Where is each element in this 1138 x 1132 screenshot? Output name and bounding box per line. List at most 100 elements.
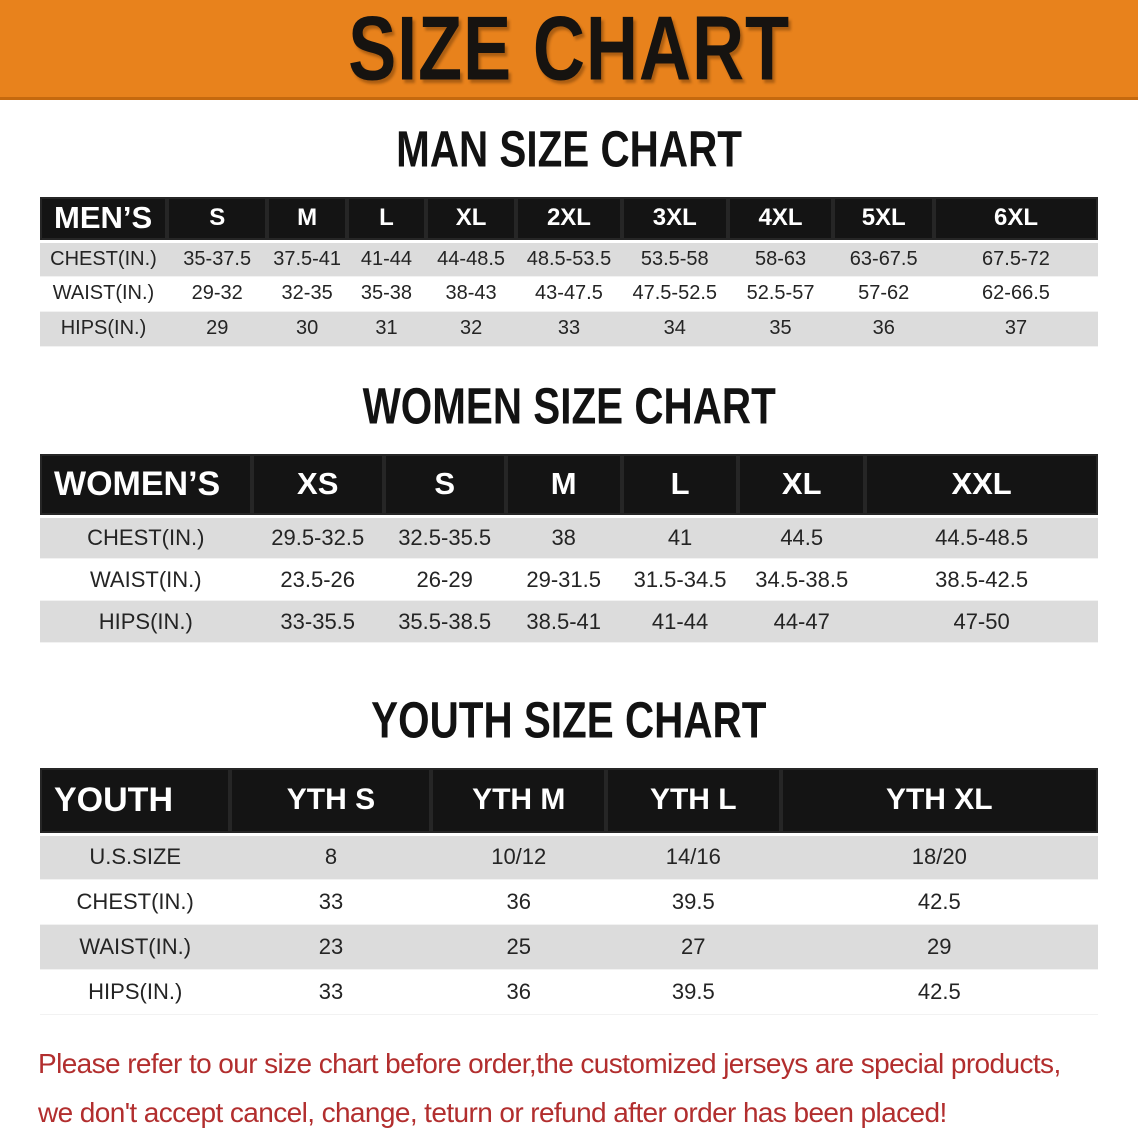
size-table-grid: YOUTH YTH S YTH M YTH L YTH XL U.S.SIZE 8 10/12… [40,768,1098,1015]
size-cell: 29.5-32.5 [271,525,365,550]
column-header: S [166,197,268,243]
size-cell: 35-38 [360,282,413,304]
size-cell: 25 [506,933,531,959]
size-cell: 48.5-53.5 [526,247,612,270]
column-header: YTH S [230,768,432,836]
row-label: CHEST(IN.) [87,525,205,550]
column-header: L [621,453,739,518]
size-table-grid: MEN’S S M L XL 2XL 3XL 4XL 5XL 6XL CHEST(IN.) 35-37… [40,197,1098,347]
table-row: WAIST(IN.) 23.5-26 26-29 29-31.5 31.5-34.5 34… [40,558,1098,601]
table-title: MEN’S [40,197,167,243]
size-cell: 38.5-42.5 [935,566,1029,592]
size-cell: 35 [769,317,792,339]
size-cell: 27 [681,933,706,959]
column-header: YTH M [431,768,607,836]
size-cell: 41-44 [360,247,413,270]
disclaimer-line-1: Please refer to our size chart before or… [38,1047,1061,1079]
size-cell: 39.5 [671,978,715,1004]
column-header: 5XL [833,197,934,243]
size-cell: 44-48.5 [437,247,506,270]
size-cell: 63-67.5 [849,247,918,270]
row-label: HIPS(IN.) [98,608,193,634]
size-cell: 26-29 [416,566,473,592]
size-cell: 33-35.5 [280,608,356,634]
size-cell: 58-63 [754,247,807,270]
size-cell: 57-62 [858,282,910,304]
size-cell: 41-44 [651,608,709,634]
column-header: XS [251,453,384,518]
size-cell: 38-43 [445,282,497,304]
size-cell: 10/12 [491,844,547,869]
size-cell: 23.5-26 [280,566,356,592]
column-header: M [505,453,622,518]
row-label: CHEST(IN.) [50,247,157,270]
mens-section-heading-text: MAN SIZE CHART [396,119,742,178]
table-row: CHEST(IN.) 29.5-32.5 32.5-35.5 38 41 44.5 44.5… [40,516,1098,559]
size-cell: 53.5-58 [640,247,709,270]
column-header: YTH L [606,768,781,836]
column-header: XL [738,453,866,518]
column-header: L [346,197,427,243]
size-cell: 32.5-35.5 [398,525,492,550]
disclaimer: Please refer to our size chart before or… [38,1039,1110,1132]
mens-section-heading: MAN SIZE CHART [0,119,1138,178]
column-header: XL [426,197,517,243]
column-header: M [267,197,347,243]
size-cell: 41 [667,525,693,550]
size-cell: 33 [557,317,581,339]
column-header: S [383,453,506,518]
size-cell: 67.5-72 [982,247,1050,270]
size-cell: 32 [459,317,483,339]
row-label: WAIST(IN.) [52,282,155,304]
banner: SIZE CHART [0,0,1138,100]
womens-size-table: WOMEN’S XS S M L XL XXL CHEST(IN.) 29.5-32.5 32.5… [40,453,1098,644]
size-cell: 37 [1004,317,1028,339]
mens-size-table: MEN’S S M L XL 2XL 3XL 4XL 5XL 6XL CHEST(IN.) 35-37… [40,197,1098,347]
size-cell: 8 [324,844,338,869]
table-row: U.S.SIZE 8 10/12 14/16 18/20 [40,834,1098,879]
size-cell: 44.5-48.5 [935,525,1029,550]
size-cell: 36 [506,888,531,914]
size-cell: 36 [506,978,531,1004]
size-cell: 14/16 [665,844,721,869]
column-header: YTH XL [780,768,1098,836]
size-cell: 29-31.5 [526,566,601,592]
size-cell: 30 [296,317,319,339]
size-cell: 35.5-38.5 [398,608,492,634]
table-row: WAIST(IN.) 23 25 27 29 [40,924,1098,969]
size-cell: 62-66.5 [982,282,1050,304]
size-cell: 43-47.5 [535,282,603,304]
size-cell: 38.5-41 [526,608,601,634]
size-cell: 31.5-34.5 [633,566,727,592]
page-title: SIZE CHART [348,0,790,100]
size-cell: 33 [318,888,344,914]
womens-section-heading: WOMEN SIZE CHART [0,376,1138,434]
youth-section-heading-text: YOUTH SIZE CHART [371,690,767,749]
size-cell: 42.5 [917,888,961,914]
size-cell: 29 [206,317,229,339]
size-cell: 32-35 [281,282,333,304]
size-cell: 52.5-57 [746,282,815,304]
size-cell: 44-47 [773,608,830,634]
row-label: U.S.SIZE [89,844,182,869]
column-header: 6XL [933,197,1098,243]
size-cell: 34.5-38.5 [755,566,849,592]
table-row: CHEST(IN.) 33 36 39.5 42.5 [40,879,1098,924]
size-cell: 36 [872,317,895,339]
size-cell: 47.5-52.5 [632,282,718,304]
column-header: 3XL [621,197,728,243]
size-cell: 38 [551,525,576,550]
size-cell: 31 [375,317,398,339]
womens-section-heading-text: WOMEN SIZE CHART [362,376,776,434]
table-row: HIPS(IN.) 29 30 31 32 33 34 35 36 37 [40,311,1098,346]
size-cell: 35-37.5 [183,247,252,270]
size-cell: 18/20 [911,844,967,869]
youth-size-table: YOUTH YTH S YTH M YTH L YTH XL U.S.SIZE 8 10/12… [40,768,1098,1015]
row-label: WAIST(IN.) [79,933,192,959]
row-label: WAIST(IN.) [89,566,202,592]
column-header: 4XL [727,197,834,243]
column-header: 2XL [516,197,622,243]
size-cell: 37.5-41 [273,247,342,270]
table-row: WAIST(IN.) 29-32 32-35 35-38 38-43 43-47.5 47.… [40,276,1098,311]
